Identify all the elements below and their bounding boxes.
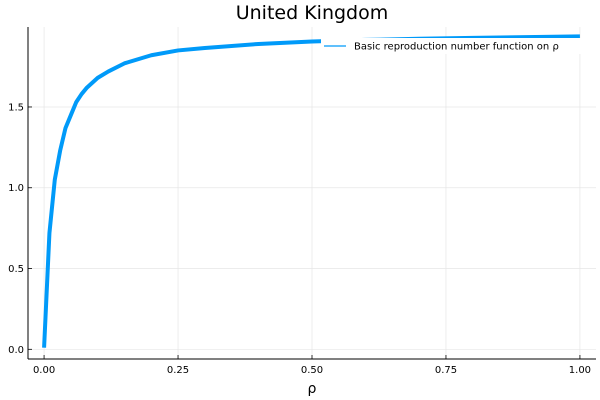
axes [27,27,596,360]
legend-box [321,38,589,54]
legend: Basic reproduction number function on ρ [321,38,589,54]
chart-title: United Kingdom [236,2,389,24]
legend-label: Basic reproduction number function on ρ [354,42,559,53]
y-tick-label: 0.5 [8,264,24,275]
y-tick-label: 1.5 [8,102,24,113]
y-tick-label: 1.0 [8,183,24,194]
x-axis-label: ρ [308,381,317,397]
x-tick-label: 0.00 [33,365,55,376]
x-tick-label: 0.50 [301,365,323,376]
x-tick-label: 0.75 [435,365,457,376]
tick-labels: 0.00 0.25 0.50 0.75 1.00 0.0 0.5 1.0 1.5 [8,102,591,376]
x-tick-label: 0.25 [167,365,189,376]
grid-lines [28,27,596,359]
y-tick-label: 0.0 [8,345,24,356]
x-tick-label: 1.00 [569,365,591,376]
